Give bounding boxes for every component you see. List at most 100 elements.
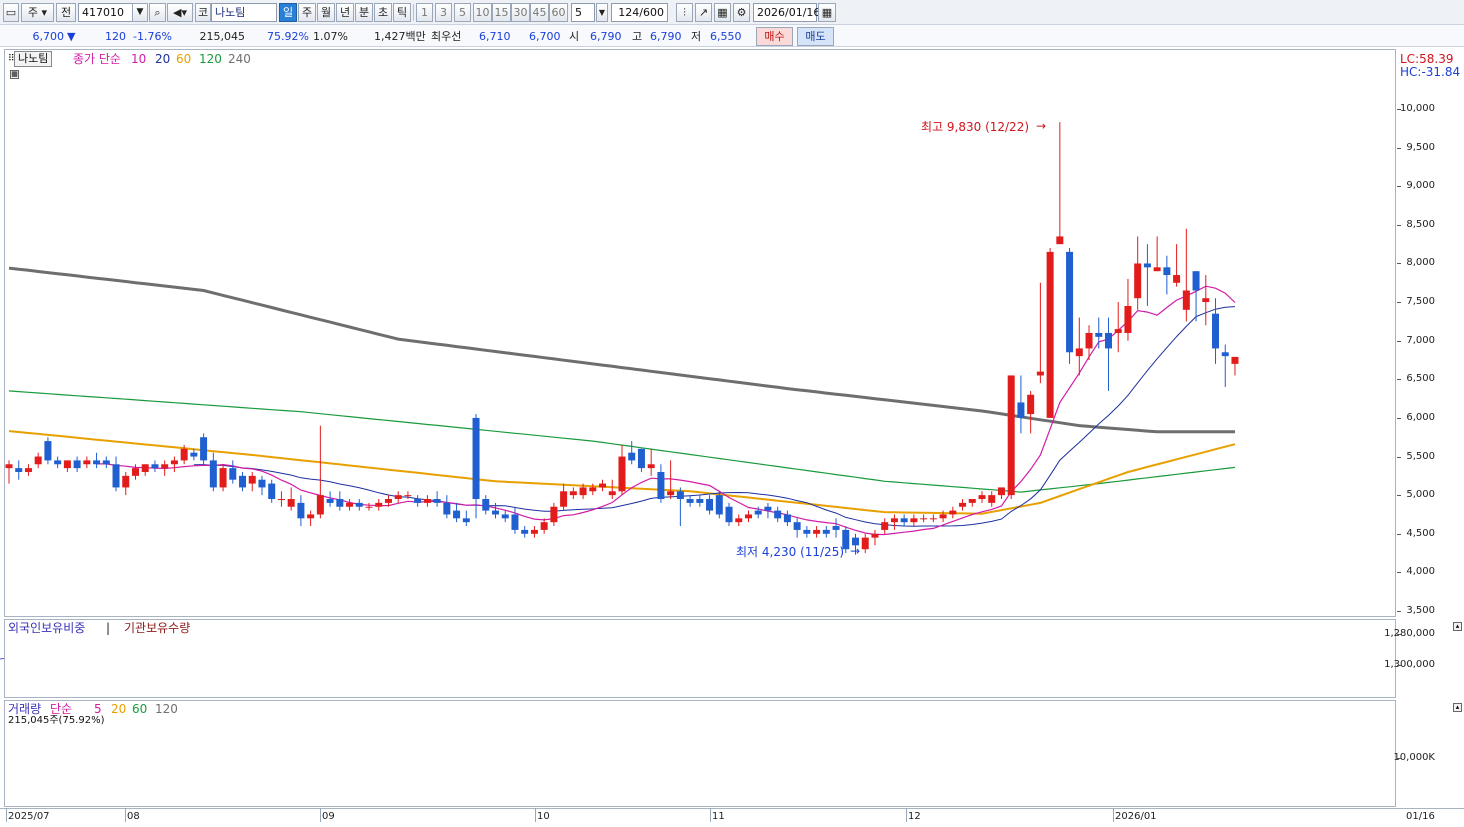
interval-button[interactable]: 1: [416, 3, 433, 22]
candle-body: [744, 514, 752, 519]
candle-body: [725, 506, 733, 523]
candle-body: [258, 479, 266, 488]
candle-body: [540, 522, 548, 530]
candle-body: [1056, 236, 1064, 245]
interval-button[interactable]: 30: [511, 3, 530, 22]
price-y-tick: 9,000: [1406, 180, 1435, 192]
low-annotation: 최저 4,230 (11/25): [736, 545, 845, 559]
stock-code-input[interactable]: 417010: [78, 3, 148, 22]
window-icon[interactable]: ▭: [3, 3, 19, 22]
candle-body: [63, 460, 71, 469]
speaker-icon[interactable]: ◀▾: [167, 3, 193, 22]
holding-y-tick: 1,300,000: [1384, 659, 1435, 670]
period-button[interactable]: 주: [298, 3, 316, 22]
gear-icon[interactable]: ⚙: [733, 3, 750, 22]
holdings-panel[interactable]: [4, 619, 1396, 698]
search-icon[interactable]: ⌕: [149, 3, 166, 22]
period-button[interactable]: 틱: [393, 3, 411, 22]
volume-info: 215,045주(75.92%): [8, 715, 105, 726]
trend-line-icon[interactable]: ↗: [695, 3, 712, 22]
volume-panel[interactable]: [4, 700, 1396, 807]
candle-body: [102, 460, 110, 465]
tick-mark: [1397, 224, 1401, 226]
drag-handle-icon[interactable]: ⠿: [8, 54, 15, 64]
table-icon[interactable]: ▦: [10, 70, 19, 79]
chevron-down-icon[interactable]: ▼: [132, 3, 148, 22]
candle-body: [1231, 356, 1239, 364]
candle-body: [1163, 267, 1171, 276]
minimize-icon[interactable]: ▴: [1453, 622, 1462, 631]
candle-body: [910, 518, 918, 523]
date-input[interactable]: 2026/01/16: [753, 3, 820, 22]
candle-body: [161, 464, 169, 469]
tick-mark: [1397, 495, 1401, 497]
low-price: 6,550: [710, 30, 742, 43]
candle-body: [1104, 332, 1112, 349]
candle-body: [1046, 251, 1054, 418]
price-y-tick: 7,500: [1406, 296, 1435, 308]
tick-mark: [1397, 263, 1401, 265]
candle-body: [842, 529, 850, 550]
candle-body: [793, 522, 801, 530]
interval-button[interactable]: 5: [454, 3, 471, 22]
x-axis-label: 12: [908, 811, 921, 822]
candle-body: [131, 468, 139, 476]
calendar-icon[interactable]: ▦: [818, 3, 836, 22]
code-prefix[interactable]: 코: [195, 3, 211, 22]
interval-button[interactable]: 3: [435, 3, 452, 22]
candle-body: [316, 495, 324, 515]
volume-legend-prefix: 단순: [50, 702, 73, 716]
best-ask: 6,710: [479, 30, 511, 43]
x-axis-label: 2025/07: [8, 811, 50, 822]
candle-body: [365, 506, 373, 508]
candle-body: [229, 468, 237, 480]
stock-name-tag[interactable]: 나노팀: [14, 51, 53, 67]
chevron-down-icon[interactable]: ▼: [596, 3, 608, 22]
candle-body: [15, 468, 23, 472]
down-arrow-icon: ▼: [67, 30, 76, 43]
candle-body: [190, 452, 198, 457]
candle-body: [706, 499, 714, 511]
count-display[interactable]: 124/600: [611, 3, 668, 22]
candle-body: [200, 437, 208, 461]
candle-body: [881, 522, 889, 530]
period-button[interactable]: 월: [317, 3, 335, 22]
candle-body: [83, 460, 91, 465]
interval-input[interactable]: 5: [571, 3, 595, 22]
price-y-tick: 10,000: [1400, 103, 1435, 114]
period-button[interactable]: 년: [336, 3, 354, 22]
period-button[interactable]: 일: [279, 3, 297, 22]
foreign-holding-label: 외국인보유비중: [8, 621, 86, 635]
grid-icon[interactable]: ▦: [714, 3, 731, 22]
candle-body: [900, 518, 908, 523]
candle-body: [54, 460, 62, 465]
interval-button[interactable]: 45: [530, 3, 549, 22]
period-button[interactable]: 분: [355, 3, 373, 22]
buy-button[interactable]: 매수: [756, 27, 793, 46]
x-axis-label: 10: [537, 811, 550, 822]
sell-button[interactable]: 매도: [797, 27, 834, 46]
lc-label: LC:58.39: [1400, 52, 1454, 66]
candle-body: [93, 460, 101, 465]
candle-body: [657, 471, 665, 500]
open-label: 시: [569, 30, 580, 43]
candle-body: [1085, 332, 1093, 349]
mode-button[interactable]: 전: [56, 3, 76, 22]
price-chart-panel[interactable]: [4, 49, 1396, 617]
interval-button[interactable]: 15: [492, 3, 511, 22]
candle-settings-icon[interactable]: ⫶: [676, 3, 693, 22]
stock-name-field[interactable]: 나노팀: [211, 3, 277, 22]
interval-button[interactable]: 10: [473, 3, 492, 22]
candle-body: [24, 468, 32, 472]
interval-button[interactable]: 60: [549, 3, 568, 22]
candle-body: [501, 514, 509, 519]
candle-body: [1007, 375, 1015, 496]
ma-legend-item: 240: [228, 52, 251, 66]
market-select[interactable]: 주 ▾: [21, 3, 54, 22]
x-axis-tick: [1113, 808, 1114, 822]
candle-body: [1143, 263, 1151, 268]
candle-body: [375, 502, 383, 507]
period-button[interactable]: 초: [374, 3, 392, 22]
minimize-icon[interactable]: ▴: [1453, 703, 1462, 712]
